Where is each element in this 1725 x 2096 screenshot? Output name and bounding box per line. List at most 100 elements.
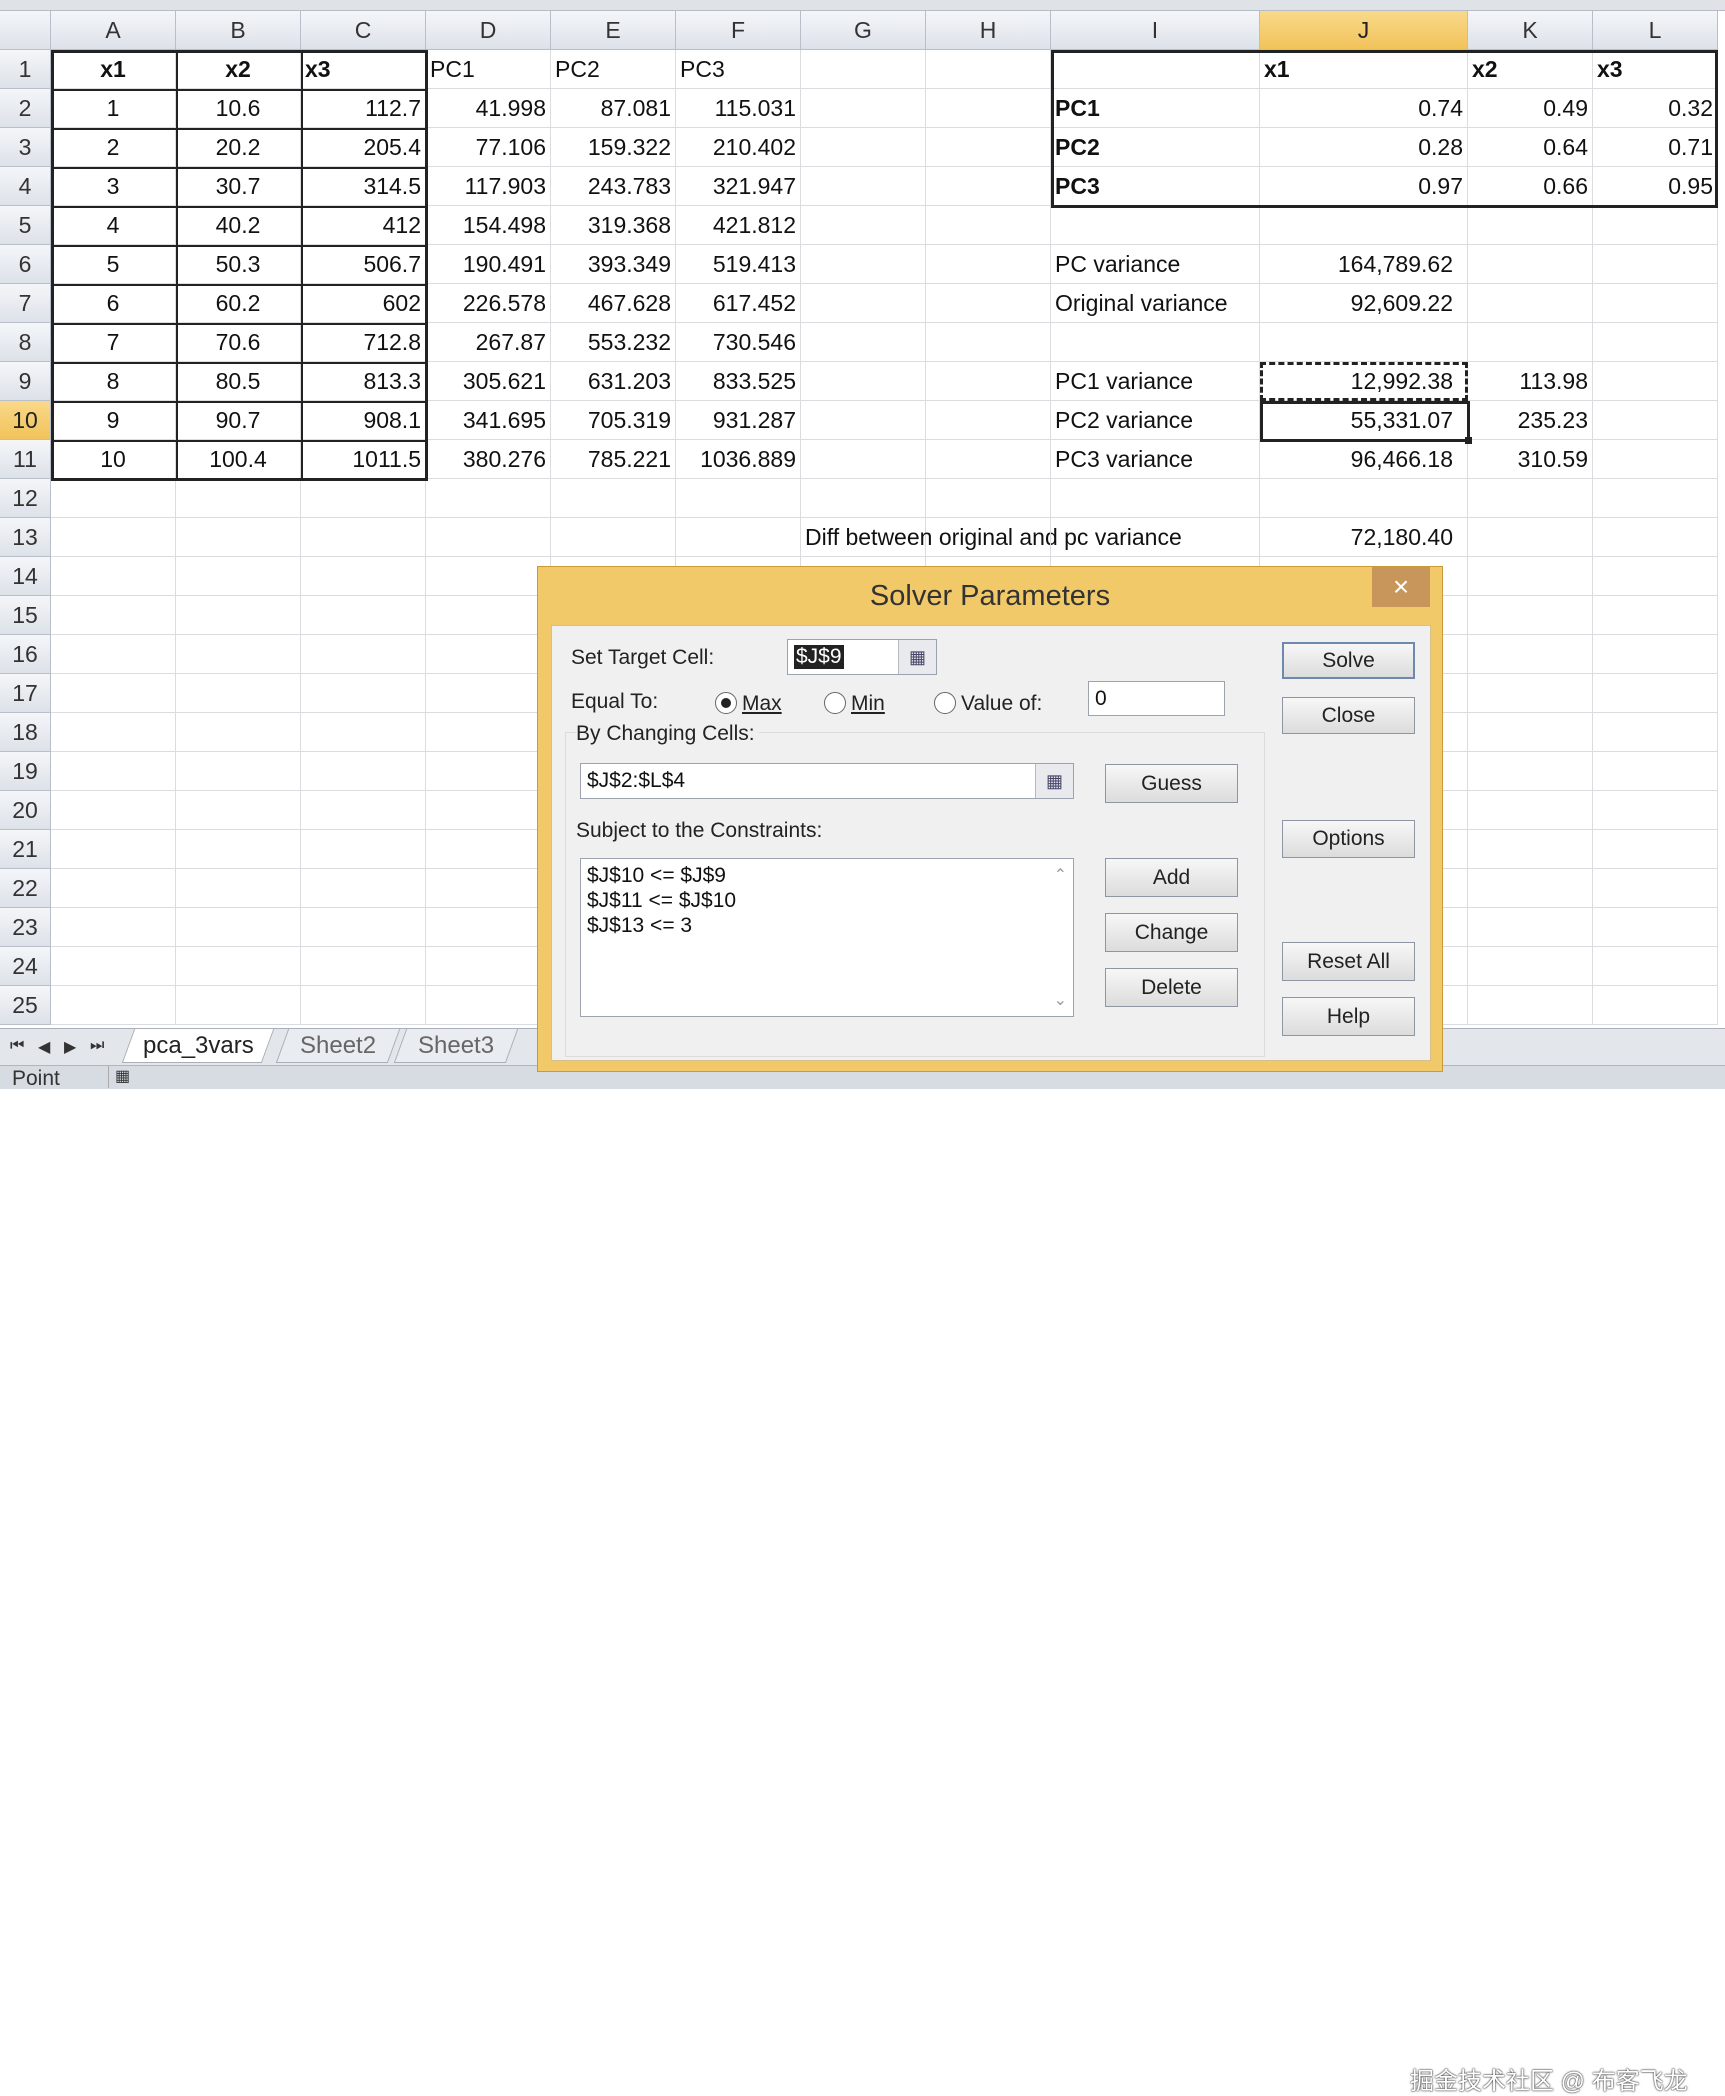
cell-A17[interactable] [51, 674, 176, 713]
cell-I13[interactable] [1051, 518, 1260, 557]
column-header[interactable]: D [426, 11, 551, 50]
row-header[interactable]: 7 [0, 284, 51, 323]
cell-C24[interactable] [301, 947, 426, 986]
first-sheet-icon[interactable]: ⏮ [10, 1037, 25, 1054]
cell-E1[interactable]: PC2 [551, 50, 676, 89]
target-cell-input[interactable]: $J$9 ▦ [787, 639, 937, 675]
cell-L20[interactable] [1593, 791, 1718, 830]
row-header[interactable]: 19 [0, 752, 51, 791]
next-sheet-icon[interactable]: ▶ [64, 1039, 77, 1056]
max-radio[interactable] [715, 692, 737, 714]
cell-A16[interactable] [51, 635, 176, 674]
row-header[interactable]: 13 [0, 518, 51, 557]
cell-J9[interactable]: 12,992.38 [1260, 362, 1468, 401]
cell-A18[interactable] [51, 713, 176, 752]
cell-B4[interactable]: 30.7 [176, 167, 301, 206]
cell-B15[interactable] [176, 596, 301, 635]
cell-E4[interactable]: 243.783 [551, 167, 676, 206]
row-header[interactable]: 20 [0, 791, 51, 830]
row-header[interactable]: 16 [0, 635, 51, 674]
row-header[interactable]: 24 [0, 947, 51, 986]
cell-B6[interactable]: 50.3 [176, 245, 301, 284]
cell-B1[interactable]: x2 [176, 50, 301, 89]
cell-D21[interactable] [426, 830, 551, 869]
cell-A6[interactable]: 5 [51, 245, 176, 284]
cell-L9[interactable] [1593, 362, 1718, 401]
cell-L6[interactable] [1593, 245, 1718, 284]
cell-C17[interactable] [301, 674, 426, 713]
cell-H10[interactable] [926, 401, 1051, 440]
cell-G8[interactable] [801, 323, 926, 362]
cell-H4[interactable] [926, 167, 1051, 206]
row-header[interactable]: 4 [0, 167, 51, 206]
cell-L17[interactable] [1593, 674, 1718, 713]
cell-D12[interactable] [426, 479, 551, 518]
cell-I10[interactable]: PC2 variance [1051, 401, 1260, 440]
cell-F3[interactable]: 210.402 [676, 128, 801, 167]
cell-A7[interactable]: 6 [51, 284, 176, 323]
row-header[interactable]: 15 [0, 596, 51, 635]
cell-C5[interactable]: 412 [301, 206, 426, 245]
cell-F8[interactable]: 730.546 [676, 323, 801, 362]
cell-L16[interactable] [1593, 635, 1718, 674]
reset-all-button[interactable]: Reset All [1282, 942, 1415, 981]
cell-F1[interactable]: PC3 [676, 50, 801, 89]
cell-C25[interactable] [301, 986, 426, 1025]
value-of-input[interactable]: 0 [1088, 681, 1225, 716]
sheet-tab-pca_3vars[interactable]: pca_3vars [121, 1029, 275, 1063]
cell-K13[interactable] [1468, 518, 1593, 557]
cell-J13[interactable]: 72,180.40 [1260, 518, 1468, 557]
cell-D20[interactable] [426, 791, 551, 830]
cell-H12[interactable] [926, 479, 1051, 518]
cell-C7[interactable]: 602 [301, 284, 426, 323]
cell-K12[interactable] [1468, 479, 1593, 518]
cell-G11[interactable] [801, 440, 926, 479]
cell-B19[interactable] [176, 752, 301, 791]
cell-I9[interactable]: PC1 variance [1051, 362, 1260, 401]
cell-E12[interactable] [551, 479, 676, 518]
cell-J2[interactable]: 0.74 [1260, 89, 1468, 128]
cell-E2[interactable]: 87.081 [551, 89, 676, 128]
cell-B22[interactable] [176, 869, 301, 908]
scroll-up-icon[interactable]: ⌃ [1053, 867, 1067, 884]
cell-K25[interactable] [1468, 986, 1593, 1025]
cell-E13[interactable] [551, 518, 676, 557]
cell-A3[interactable]: 2 [51, 128, 176, 167]
cell-L5[interactable] [1593, 206, 1718, 245]
cell-D17[interactable] [426, 674, 551, 713]
cell-B18[interactable] [176, 713, 301, 752]
cell-F11[interactable]: 1036.889 [676, 440, 801, 479]
cell-C20[interactable] [301, 791, 426, 830]
cell-A1[interactable]: x1 [51, 50, 176, 89]
cell-B14[interactable] [176, 557, 301, 596]
cell-C3[interactable]: 205.4 [301, 128, 426, 167]
cell-J12[interactable] [1260, 479, 1468, 518]
column-header[interactable]: B [176, 11, 301, 50]
cell-D11[interactable]: 380.276 [426, 440, 551, 479]
sheet-tab-sheet2[interactable]: Sheet2 [275, 1029, 401, 1063]
cell-J7[interactable]: 92,609.22 [1260, 284, 1468, 323]
cell-F12[interactable] [676, 479, 801, 518]
cell-J3[interactable]: 0.28 [1260, 128, 1468, 167]
column-header[interactable]: F [676, 11, 801, 50]
cell-B10[interactable]: 90.7 [176, 401, 301, 440]
cell-K16[interactable] [1468, 635, 1593, 674]
cell-L19[interactable] [1593, 752, 1718, 791]
row-header[interactable]: 21 [0, 830, 51, 869]
cell-E3[interactable]: 159.322 [551, 128, 676, 167]
row-header[interactable]: 3 [0, 128, 51, 167]
cell-E6[interactable]: 393.349 [551, 245, 676, 284]
cell-A10[interactable]: 9 [51, 401, 176, 440]
scroll-down-icon[interactable]: ⌄ [1053, 992, 1067, 1009]
cell-L4[interactable]: 0.95 [1593, 167, 1718, 206]
cell-F9[interactable]: 833.525 [676, 362, 801, 401]
cell-K5[interactable] [1468, 206, 1593, 245]
cell-D23[interactable] [426, 908, 551, 947]
cell-B23[interactable] [176, 908, 301, 947]
close-icon[interactable]: × [1372, 567, 1430, 607]
cell-I8[interactable] [1051, 323, 1260, 362]
cell-K1[interactable]: x2 [1468, 50, 1593, 89]
row-header[interactable]: 25 [0, 986, 51, 1025]
cell-F7[interactable]: 617.452 [676, 284, 801, 323]
cell-K8[interactable] [1468, 323, 1593, 362]
